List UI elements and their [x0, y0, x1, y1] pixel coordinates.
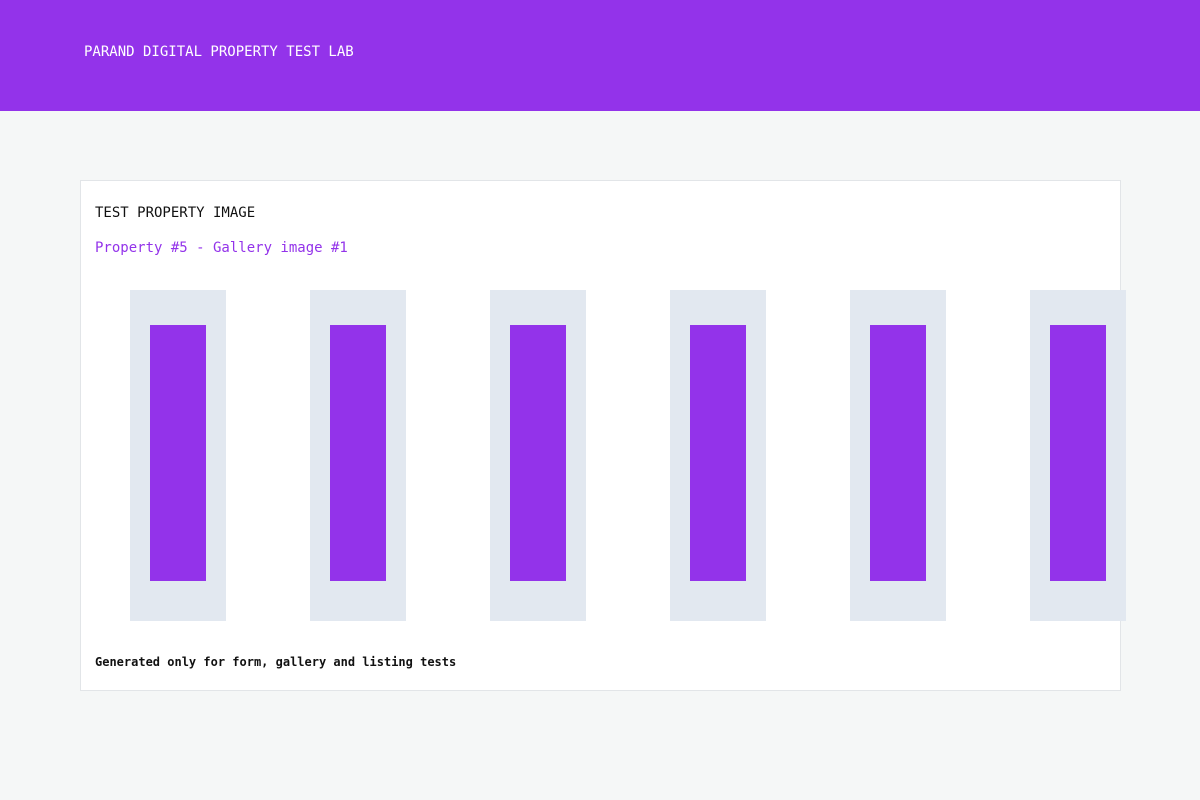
image-panel: [1030, 290, 1126, 621]
image-bar: [330, 325, 386, 581]
image-bar: [1050, 325, 1106, 581]
card-subtitle: Property #5 - Gallery image #1: [95, 240, 348, 256]
image-bar: [870, 325, 926, 581]
image-bar: [510, 325, 566, 581]
image-bar: [150, 325, 206, 581]
image-panel: [850, 290, 946, 621]
card: TEST PROPERTY IMAGE Property #5 - Galler…: [80, 180, 1126, 691]
image-panel: [130, 290, 226, 621]
header: PARAND DIGITAL PROPERTY TEST LAB: [0, 0, 1200, 111]
card-heading: TEST PROPERTY IMAGE: [95, 205, 256, 221]
header-title: PARAND DIGITAL PROPERTY TEST LAB: [84, 44, 354, 60]
image-bar: [690, 325, 746, 581]
image-panel: [490, 290, 586, 621]
card-footer: Generated only for form, gallery and lis…: [95, 655, 457, 669]
image-panel: [670, 290, 766, 621]
image-panel: [310, 290, 406, 621]
